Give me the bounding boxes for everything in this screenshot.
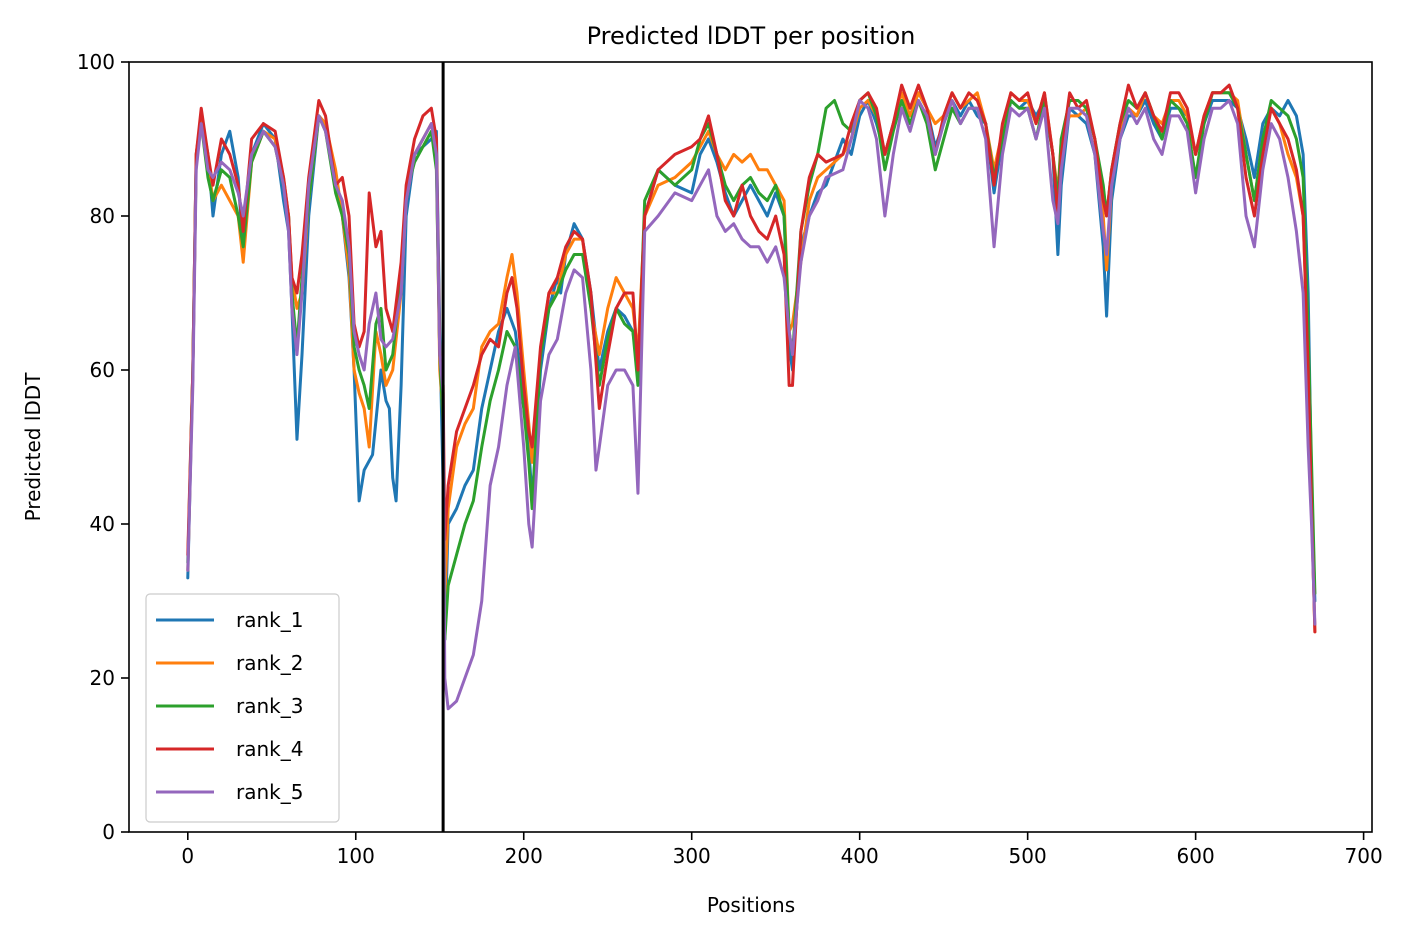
legend-box bbox=[145, 593, 340, 823]
legend-label-rank_4: rank_4 bbox=[236, 737, 303, 761]
x-tick-label: 700 bbox=[1345, 844, 1383, 868]
y-axis: 0 20 40 60 80 100 bbox=[77, 50, 129, 844]
y-tick-label: 60 bbox=[90, 358, 115, 382]
x-tick-label: 600 bbox=[1177, 844, 1215, 868]
x-tick-label: 100 bbox=[337, 844, 375, 868]
legend-label-rank_3: rank_3 bbox=[236, 694, 303, 718]
plot-frame bbox=[128, 61, 1373, 833]
chart-title: Predicted lDDT per position bbox=[587, 22, 916, 50]
y-tick-label: 0 bbox=[102, 820, 115, 844]
legend-label-rank_5: rank_5 bbox=[236, 780, 303, 804]
x-tick-label: 400 bbox=[841, 844, 879, 868]
legend-label-rank_1: rank_1 bbox=[236, 608, 303, 632]
y-tick-label: 40 bbox=[90, 512, 115, 536]
legend-label-rank_2: rank_2 bbox=[236, 651, 303, 675]
x-tick-label: 0 bbox=[181, 844, 194, 868]
x-tick-label: 500 bbox=[1009, 844, 1047, 868]
x-tick-label: 300 bbox=[673, 844, 711, 868]
y-tick-label: 20 bbox=[90, 666, 115, 690]
x-axis: 0 100 200 300 400 500 600 700 bbox=[181, 832, 1383, 868]
y-tick-label: 100 bbox=[77, 50, 115, 74]
y-tick-label: 80 bbox=[90, 204, 115, 228]
y-axis-title: Predicted lDDT bbox=[21, 372, 45, 522]
series-line-rank_5 bbox=[186, 99, 1317, 711]
series-layer bbox=[186, 83, 1317, 711]
x-axis-title: Positions bbox=[707, 893, 795, 917]
legend: rank_1 rank_2 rank_3 rank_4 rank_5 bbox=[145, 593, 340, 823]
series-line-rank_4 bbox=[186, 83, 1317, 634]
x-tick-label: 200 bbox=[505, 844, 543, 868]
